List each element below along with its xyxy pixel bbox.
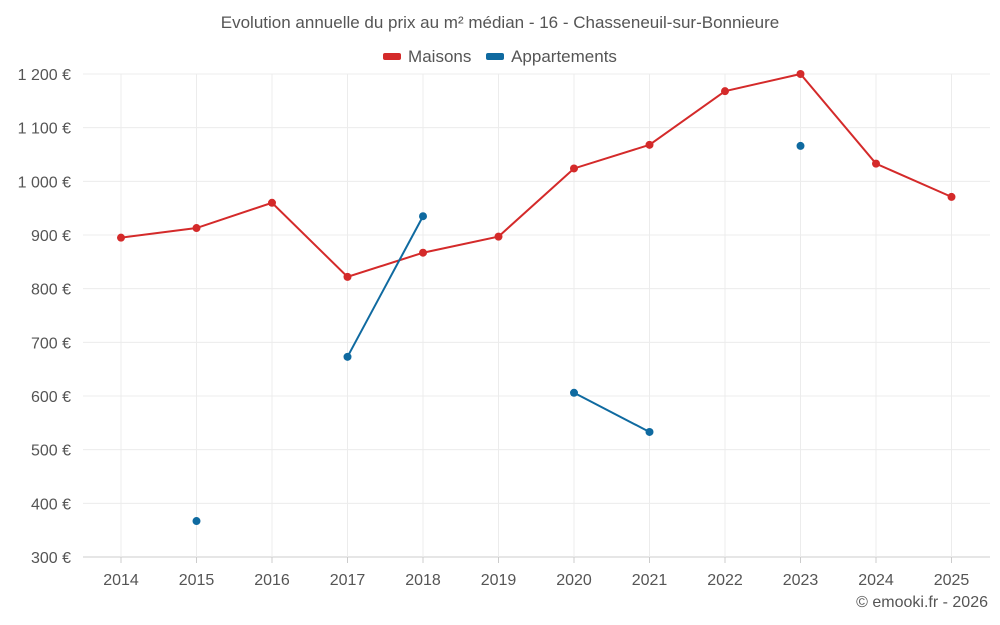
data-point-maisons (570, 164, 578, 173)
legend-item-maisons[interactable]: Maisons (383, 47, 471, 67)
chart-title: Evolution annuelle du prix au m² médian … (220, 13, 780, 32)
data-point-maisons (494, 232, 503, 241)
x-tick-label: 2017 (330, 572, 366, 589)
data-point-maisons (947, 192, 956, 201)
y-tick-label: 1 100 € (18, 121, 71, 138)
y-tick-label: 700 € (31, 335, 71, 352)
data-point-maisons (268, 198, 276, 207)
data-point-appartements (796, 141, 805, 150)
legend: Maisons Appartements (0, 45, 1000, 67)
x-tick-label: 2022 (707, 572, 743, 589)
data-point-appartements (645, 427, 654, 436)
series-line-appartements (573, 391, 650, 433)
data-point-maisons (796, 70, 805, 78)
x-tick-label: 2021 (632, 572, 668, 589)
credit-text: © emooki.fr - 2026 (856, 594, 988, 611)
y-tick-label: 1 200 € (18, 67, 71, 84)
legend-swatch-maisons (383, 53, 402, 60)
x-tick-label: 2019 (481, 572, 517, 589)
x-tick-label: 2025 (934, 572, 970, 589)
x-tick-label: 2018 (405, 572, 441, 589)
series-line-appartements (346, 215, 424, 358)
legend-label-appartements: Appartements (511, 46, 617, 66)
y-tick-label: 900 € (31, 228, 71, 245)
data-point-appartements (343, 352, 352, 361)
data-point-appartements (570, 388, 578, 397)
data-point-maisons (419, 248, 427, 257)
data-point-maisons (721, 87, 729, 96)
y-tick-label: 300 € (31, 550, 71, 567)
x-tick-label: 2016 (254, 572, 290, 589)
legend-item-appartements[interactable]: Appartements (486, 47, 617, 67)
y-tick-label: 1 000 € (18, 174, 71, 191)
data-point-maisons (192, 224, 201, 233)
legend-swatch-appartements (486, 53, 505, 60)
x-tick-label: 2024 (858, 572, 894, 589)
legend-label-maisons: Maisons (408, 46, 472, 66)
data-point-maisons (117, 233, 125, 242)
data-point-maisons (645, 140, 654, 149)
data-point-maisons (872, 159, 880, 168)
data-point-maisons (343, 272, 352, 281)
x-tick-label: 2015 (179, 572, 215, 589)
y-tick-label: 600 € (31, 389, 71, 406)
x-tick-label: 2020 (556, 572, 592, 589)
data-point-appartements (192, 517, 201, 526)
data-point-appartements (419, 212, 427, 221)
x-tick-label: 2023 (783, 572, 819, 589)
x-tick-label: 2014 (103, 572, 139, 589)
y-tick-label: 400 € (31, 496, 71, 513)
series-line-maisons (120, 72, 952, 278)
y-tick-label: 500 € (31, 443, 71, 460)
y-tick-label: 800 € (31, 282, 71, 299)
